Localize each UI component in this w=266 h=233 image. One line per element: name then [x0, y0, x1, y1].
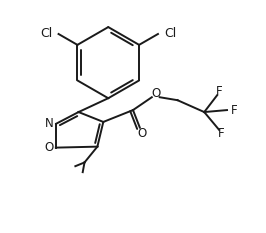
- Text: Cl: Cl: [40, 27, 53, 41]
- Text: O: O: [44, 141, 53, 154]
- Text: F: F: [231, 104, 237, 116]
- Text: N: N: [44, 117, 53, 130]
- Text: O: O: [151, 87, 160, 100]
- Text: F: F: [218, 127, 225, 140]
- Text: F: F: [216, 85, 222, 98]
- Text: Cl: Cl: [164, 27, 176, 41]
- Text: O: O: [137, 127, 147, 140]
